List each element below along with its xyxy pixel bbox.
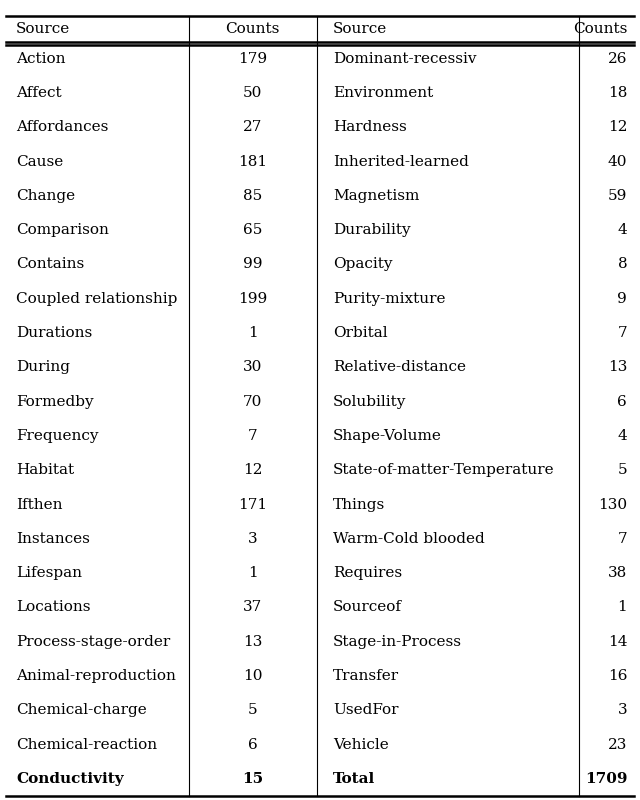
Text: Coupled relationship: Coupled relationship <box>16 292 177 306</box>
Text: During: During <box>16 360 70 374</box>
Text: 38: 38 <box>608 566 627 580</box>
Text: Warm-Cold blooded: Warm-Cold blooded <box>333 532 484 546</box>
Text: 5: 5 <box>248 703 258 718</box>
Text: 1: 1 <box>248 326 258 340</box>
Text: Dominant-recessiv: Dominant-recessiv <box>333 52 476 66</box>
Text: 1: 1 <box>248 566 258 580</box>
Text: 12: 12 <box>243 463 262 478</box>
Text: Magnetism: Magnetism <box>333 189 419 203</box>
Text: Total: Total <box>333 772 375 786</box>
Text: Lifespan: Lifespan <box>16 566 82 580</box>
Text: Environment: Environment <box>333 86 433 100</box>
Text: 5: 5 <box>618 463 627 478</box>
Text: 40: 40 <box>608 154 627 169</box>
Text: Durations: Durations <box>16 326 92 340</box>
Text: Requires: Requires <box>333 566 402 580</box>
Text: Opacity: Opacity <box>333 258 392 271</box>
Text: UsedFor: UsedFor <box>333 703 398 718</box>
Text: 6: 6 <box>248 738 258 751</box>
Text: 6: 6 <box>618 394 627 409</box>
Text: Ifthen: Ifthen <box>16 498 63 511</box>
Text: 16: 16 <box>608 669 627 683</box>
Text: 70: 70 <box>243 394 262 409</box>
Text: 14: 14 <box>608 634 627 649</box>
Text: Contains: Contains <box>16 258 84 271</box>
Text: 1709: 1709 <box>585 772 627 786</box>
Text: 9: 9 <box>618 292 627 306</box>
Text: 13: 13 <box>243 634 262 649</box>
Text: Stage-in-Process: Stage-in-Process <box>333 634 462 649</box>
Text: 13: 13 <box>608 360 627 374</box>
Text: 179: 179 <box>238 52 268 66</box>
Text: 171: 171 <box>238 498 268 511</box>
Text: Locations: Locations <box>16 600 90 614</box>
Text: Things: Things <box>333 498 385 511</box>
Text: 10: 10 <box>243 669 262 683</box>
Text: 23: 23 <box>608 738 627 751</box>
Text: Counts: Counts <box>573 22 627 36</box>
Text: 18: 18 <box>608 86 627 100</box>
Text: Conductivity: Conductivity <box>16 772 124 786</box>
Text: Inherited-learned: Inherited-learned <box>333 154 468 169</box>
Text: 3: 3 <box>248 532 258 546</box>
Text: 30: 30 <box>243 360 262 374</box>
Text: 1: 1 <box>618 600 627 614</box>
Text: Frequency: Frequency <box>16 429 99 443</box>
Text: 12: 12 <box>608 120 627 134</box>
Text: Sourceof: Sourceof <box>333 600 402 614</box>
Text: Source: Source <box>333 22 387 36</box>
Text: Chemical-reaction: Chemical-reaction <box>16 738 157 751</box>
Text: Formedby: Formedby <box>16 394 93 409</box>
Text: Relative-distance: Relative-distance <box>333 360 466 374</box>
Text: Vehicle: Vehicle <box>333 738 388 751</box>
Text: 181: 181 <box>238 154 268 169</box>
Text: 99: 99 <box>243 258 262 271</box>
Text: 199: 199 <box>238 292 268 306</box>
Text: Orbital: Orbital <box>333 326 387 340</box>
Text: Change: Change <box>16 189 75 203</box>
Text: Affect: Affect <box>16 86 61 100</box>
Text: 8: 8 <box>618 258 627 271</box>
Text: Counts: Counts <box>226 22 280 36</box>
Text: 7: 7 <box>618 326 627 340</box>
Text: 65: 65 <box>243 223 262 238</box>
Text: 15: 15 <box>242 772 264 786</box>
Text: 3: 3 <box>618 703 627 718</box>
Text: Hardness: Hardness <box>333 120 406 134</box>
Text: 7: 7 <box>248 429 258 443</box>
Text: 37: 37 <box>243 600 262 614</box>
Text: 4: 4 <box>618 429 627 443</box>
Text: 85: 85 <box>243 189 262 203</box>
Text: Instances: Instances <box>16 532 90 546</box>
Text: Purity-mixture: Purity-mixture <box>333 292 445 306</box>
Text: Habitat: Habitat <box>16 463 74 478</box>
Text: 27: 27 <box>243 120 262 134</box>
Text: 7: 7 <box>618 532 627 546</box>
Text: Shape-Volume: Shape-Volume <box>333 429 442 443</box>
Text: 50: 50 <box>243 86 262 100</box>
Text: Durability: Durability <box>333 223 410 238</box>
Text: Chemical-charge: Chemical-charge <box>16 703 147 718</box>
Text: Action: Action <box>16 52 65 66</box>
Text: Source: Source <box>16 22 70 36</box>
Text: Comparison: Comparison <box>16 223 109 238</box>
Text: 26: 26 <box>608 52 627 66</box>
Text: 130: 130 <box>598 498 627 511</box>
Text: 4: 4 <box>618 223 627 238</box>
Text: Affordances: Affordances <box>16 120 108 134</box>
Text: State-of-matter-Temperature: State-of-matter-Temperature <box>333 463 554 478</box>
Text: Animal-reproduction: Animal-reproduction <box>16 669 176 683</box>
Text: Solubility: Solubility <box>333 394 406 409</box>
Text: Transfer: Transfer <box>333 669 399 683</box>
Text: Cause: Cause <box>16 154 63 169</box>
Text: Process-stage-order: Process-stage-order <box>16 634 170 649</box>
Text: 59: 59 <box>608 189 627 203</box>
